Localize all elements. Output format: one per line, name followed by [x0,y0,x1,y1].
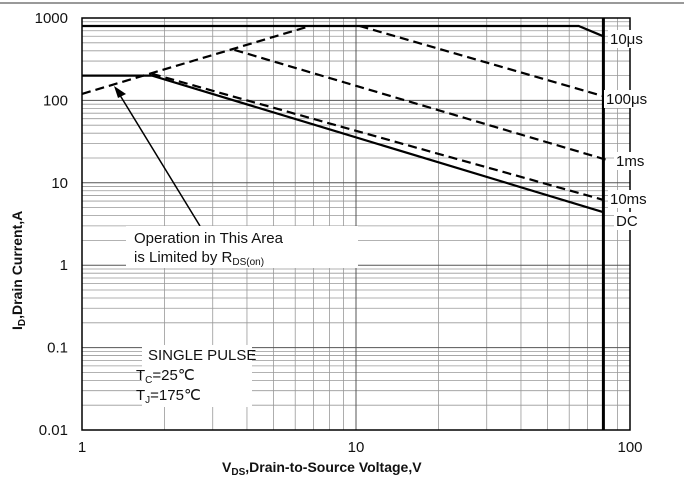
annotation-text: SINGLE PULSE [148,347,256,364]
series-label-bg [614,212,668,230]
series-line [81,24,311,95]
series-label-bg [608,190,662,208]
y-tick-label: 0.1 [47,340,68,357]
annotation-sub: DS(on) [232,257,264,268]
annotation-text: Operation in This Area [134,230,284,247]
x-tick-label: 10 [348,439,365,456]
y-tick-label: 1000 [35,10,68,27]
annotation-text: =25℃ [152,367,194,384]
series-label: DC [616,213,638,230]
x-tick-label: 1 [78,439,86,456]
arrow-head [114,86,126,98]
series-line [359,24,607,99]
y-tick-label: 1 [60,257,68,274]
annotation-text: TJ=175℃ [136,387,201,406]
series-label: 100μs [606,91,647,108]
x-axis-label: VDS,Drain-to-Source Voltage,V [222,459,422,478]
x-axis-label: V [222,459,232,475]
x-tick-label: 100 [617,439,642,456]
series-label-bg [614,152,668,170]
annotation-sub: C [145,375,152,386]
annotation-text: is Limited by RDS(on) [134,249,264,268]
series-label-bg [604,90,658,108]
series-label: 1ms [616,153,644,170]
x-axis-label-sub: DS [231,467,245,478]
annotation-box: Operation in This Area is Limited by RDS… [126,226,358,268]
series-line [82,74,604,214]
annotation-text: =175℃ [150,387,201,404]
annotation-bg [142,345,252,407]
series-label-bg [608,30,662,48]
y-axis-label-sub: D [17,319,28,326]
marks [81,18,607,430]
arrow [117,91,201,227]
annotation-sub: J [145,395,150,406]
series-line [82,24,604,38]
series-label: 10ms [610,191,647,208]
x-axis-label: ,Drain-to-Source Voltage,V [245,459,422,475]
annotation-text: is Limited by R [134,249,233,266]
annotation-bg [126,226,358,268]
y-tick-label: 100 [43,92,68,109]
y-axis-label: I [9,326,25,330]
annotation-text: T [136,367,145,384]
annotation-text: T [136,387,145,404]
series-line [151,72,604,201]
y-tick-label: 10 [51,175,68,192]
annotation-text: TC=25℃ [136,367,195,386]
y-axis-label: ID,Drain Current,A [9,211,28,330]
y-axis-label: ,Drain Current,A [9,211,25,319]
series-label: 10μs [610,31,643,48]
series-line [234,48,607,161]
annotation-box: SINGLE PULSE TC=25℃ TJ=175℃ [136,345,256,407]
y-tick-label: 0.01 [39,422,68,439]
